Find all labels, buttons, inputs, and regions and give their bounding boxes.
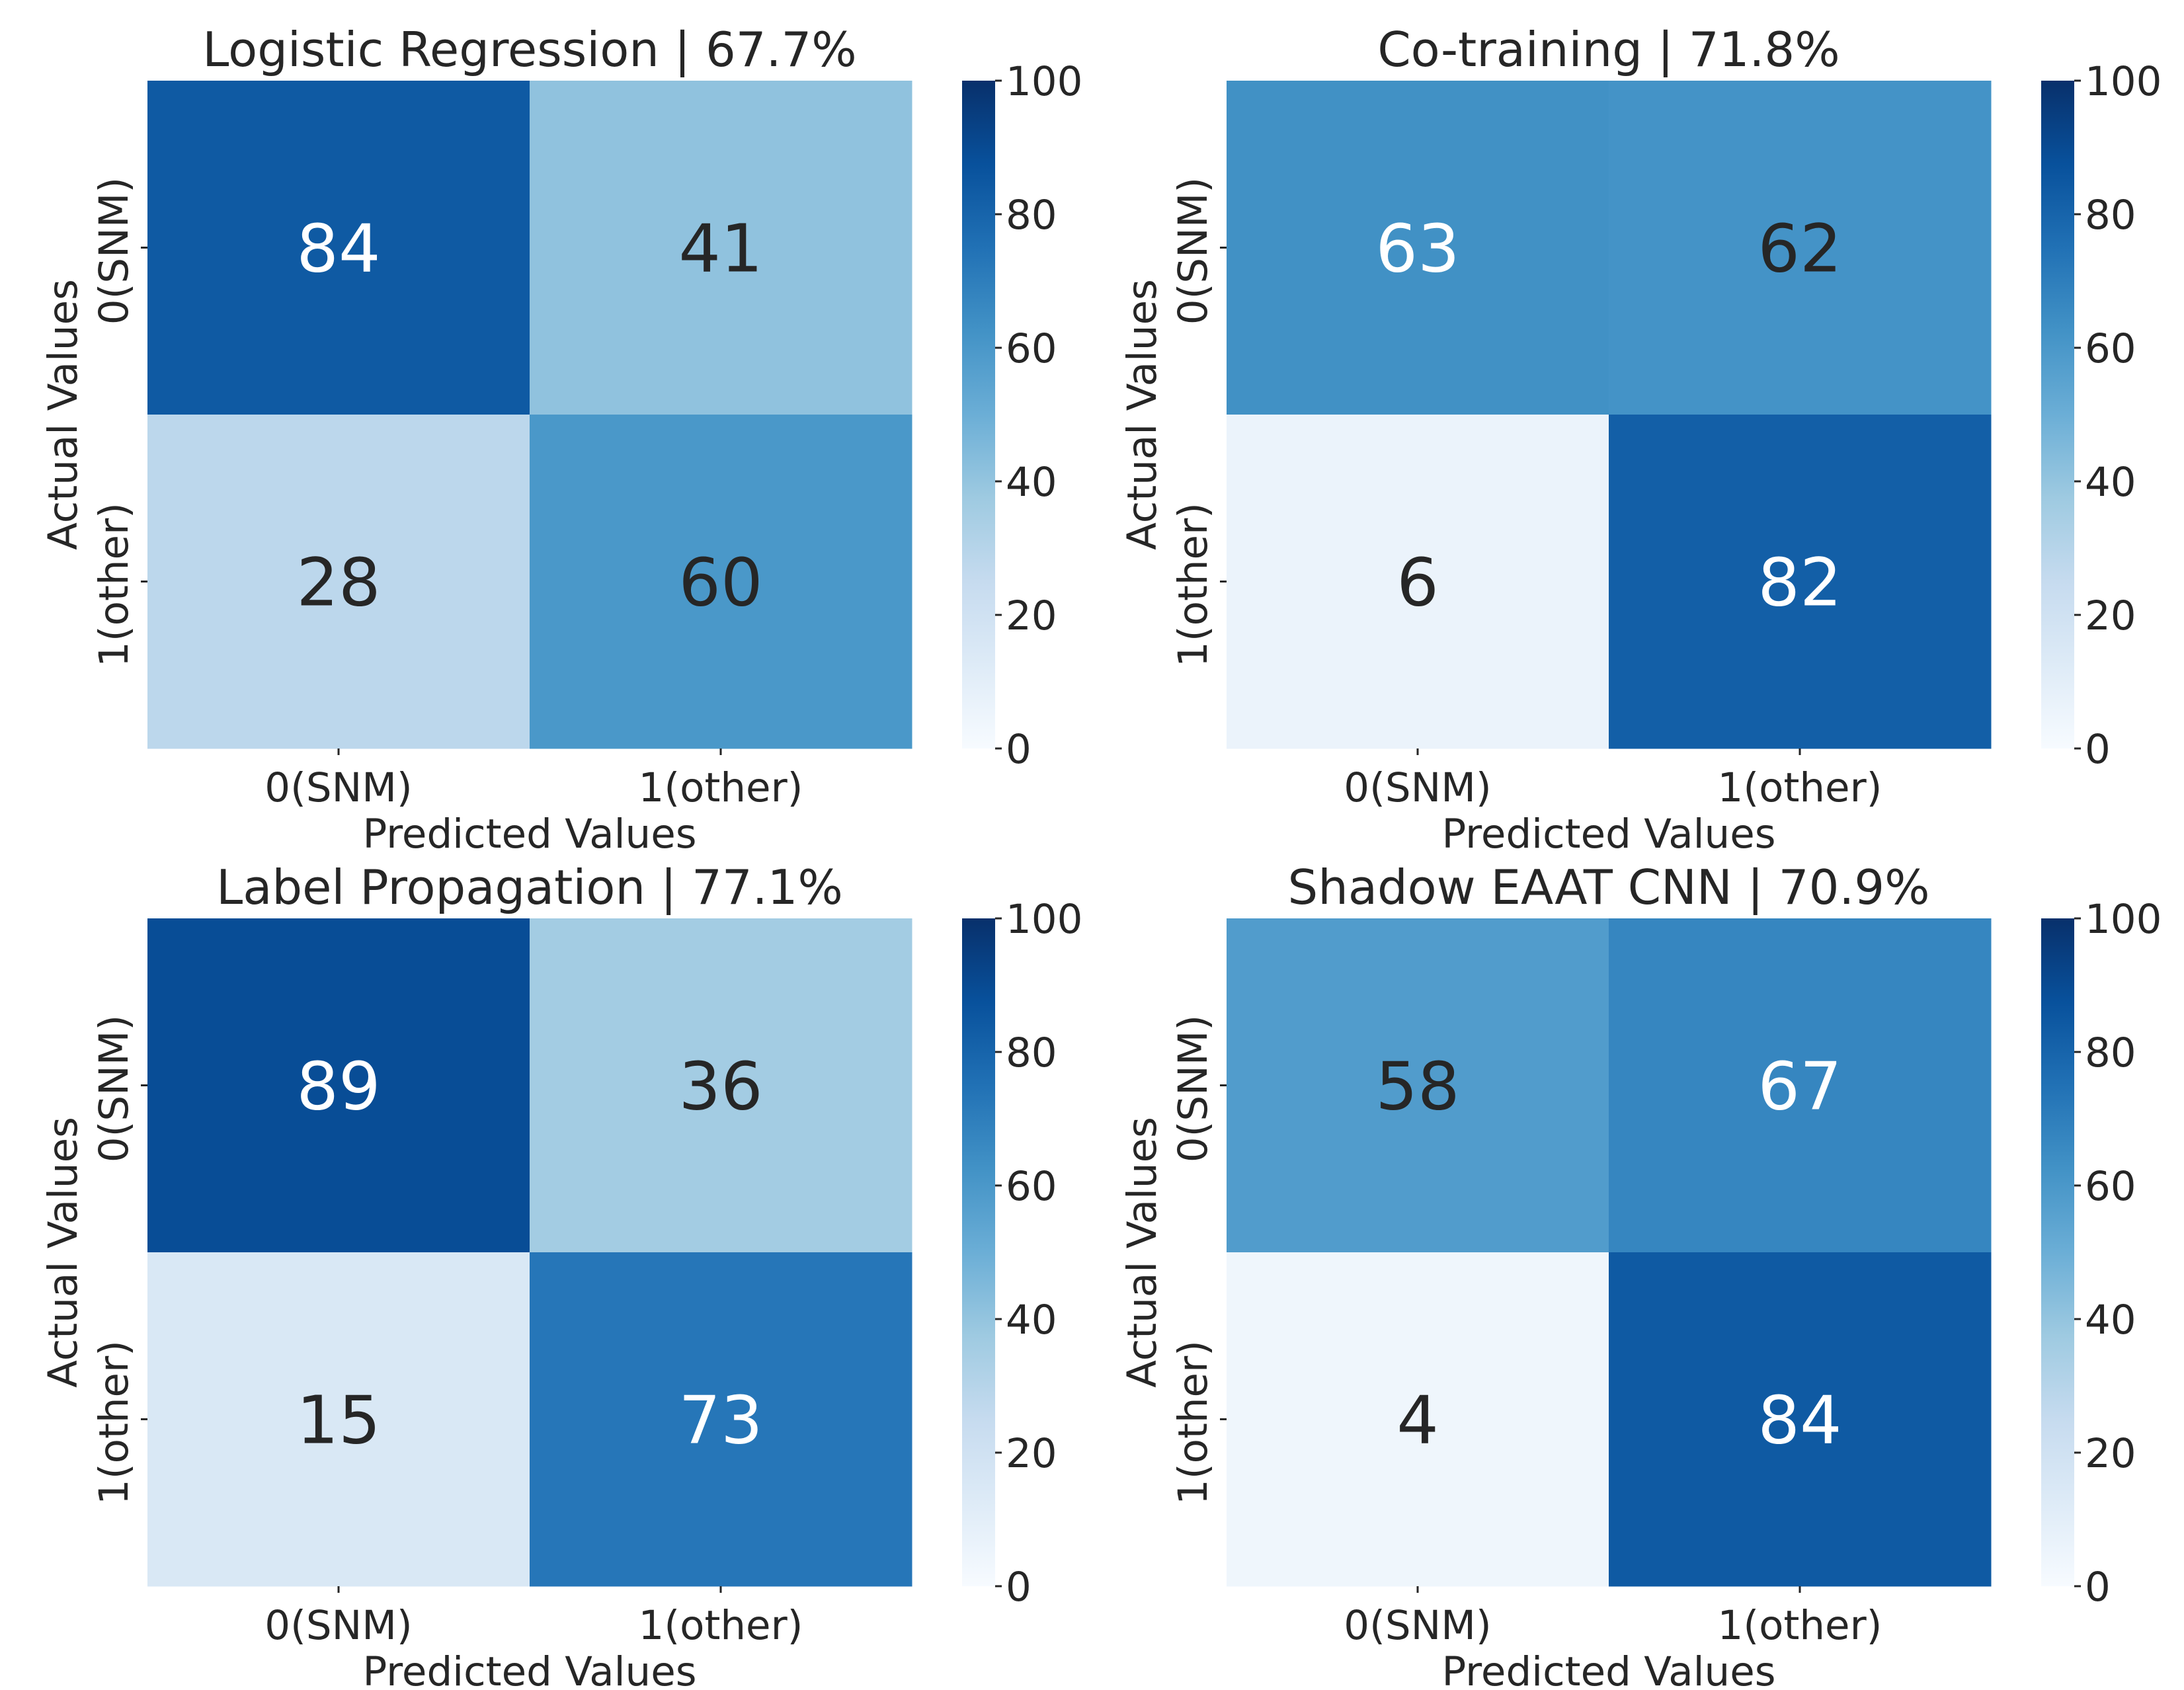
heatmap-cell (1609, 415, 1992, 749)
colorbar-tick-label: 80 (2085, 192, 2136, 239)
x-tick-label: 0(SNM) (1344, 764, 1491, 811)
colorbar-tick-label: 100 (1006, 58, 1082, 105)
heatmap-cell (1609, 1252, 1992, 1587)
y-tick-label: 0(SNM) (91, 177, 138, 325)
x-tick-label: 1(other) (639, 1602, 803, 1649)
colorbar-tick-label: 20 (2085, 1430, 2136, 1477)
x-axis-label: Predicted Values (362, 811, 696, 858)
colorbar-tick-label: 20 (2085, 592, 2136, 639)
heatmap-panel-1: Logistic Regression | 67.7% 84 41 28 60 0(SNM… (40, 22, 1082, 858)
colorbar-tick-label: 0 (2085, 1564, 2111, 1611)
colorbar-tick-label: 20 (1006, 592, 1057, 639)
heatmap-cell (530, 81, 912, 415)
colorbar-tick-label: 20 (1006, 1430, 1057, 1477)
cell-value-label: 67 (1758, 1048, 1841, 1125)
y-tick-label: 1(other) (91, 1340, 138, 1505)
heatmap-panel-4: Shadow EAAT CNN | 70.9% 58 67 4 84 0(SNM) 1(ot… (1119, 860, 2162, 1690)
colorbar-tick-label: 40 (2085, 459, 2136, 506)
cell-value-label: 62 (1758, 210, 1841, 288)
cell-value-label: 60 (678, 544, 762, 622)
x-tick-label: 1(other) (1718, 764, 1882, 811)
colorbar-tick-label: 40 (2085, 1297, 2136, 1344)
heatmap-panel-2: Co-training | 71.8% 63 62 6 82 0(SNM) 1(other)… (1119, 22, 2162, 858)
cell-value-label: 73 (678, 1382, 762, 1459)
y-tick-label: 1(other) (1170, 503, 1217, 667)
cell-value-label: 41 (678, 210, 762, 288)
colorbar-tick-label: 60 (2085, 1163, 2136, 1210)
colorbar (2041, 918, 2074, 1586)
heatmap-cell (1227, 415, 1609, 749)
x-tick-label: 0(SNM) (264, 764, 412, 811)
heatmap-cell (147, 1252, 530, 1587)
heatmap-cell (530, 918, 912, 1253)
heatmap-cell (147, 81, 530, 415)
cell-value-label: 28 (296, 544, 380, 622)
panel-title: Logistic Regression | 67.7% (202, 22, 856, 78)
y-axis-label: Actual Values (40, 279, 87, 550)
y-tick-label: 1(other) (1170, 1340, 1217, 1505)
colorbar (2041, 81, 2074, 748)
heatmap-cell (1227, 81, 1609, 415)
y-axis-label: Actual Values (40, 1117, 87, 1388)
colorbar (962, 81, 995, 748)
x-tick-label: 1(other) (639, 764, 803, 811)
heatmap-cell (1227, 918, 1609, 1253)
colorbar-tick-label: 80 (2085, 1029, 2136, 1076)
cell-value-label: 58 (1375, 1048, 1459, 1125)
y-axis-label: Actual Values (1119, 1117, 1166, 1388)
colorbar-tick-label: 40 (1006, 1297, 1057, 1344)
x-axis-label: Predicted Values (1441, 811, 1775, 858)
cell-value-label: 63 (1375, 210, 1459, 288)
cell-value-label: 15 (296, 1382, 380, 1459)
heatmap-panel-3: Label Propagation | 77.1% 89 36 15 73 0(SNM) 1… (40, 860, 1082, 1690)
colorbar-tick-label: 100 (2085, 58, 2162, 105)
heatmap-cell (147, 918, 530, 1253)
cell-value-label: 4 (1396, 1382, 1439, 1459)
colorbar-tick-label: 60 (1006, 325, 1057, 372)
y-axis-label: Actual Values (1119, 279, 1166, 550)
panel-title: Label Propagation | 77.1% (216, 860, 843, 916)
cell-value-label: 84 (296, 210, 380, 288)
y-tick-label: 0(SNM) (1170, 177, 1217, 325)
x-axis-label: Predicted Values (362, 1648, 696, 1690)
y-tick-label: 0(SNM) (1170, 1015, 1217, 1162)
cell-value-label: 82 (1758, 544, 1841, 622)
panel-title: Shadow EAAT CNN | 70.9% (1287, 860, 1929, 916)
cell-value-label: 89 (296, 1048, 380, 1125)
heatmap-cell (1609, 918, 1992, 1253)
heatmap-cell (1609, 81, 1992, 415)
heatmap-cell (530, 415, 912, 749)
x-tick-label: 0(SNM) (264, 1602, 412, 1649)
heatmap-cell (530, 1252, 912, 1587)
colorbar-tick-label: 100 (2085, 896, 2162, 943)
x-tick-label: 1(other) (1718, 1602, 1882, 1649)
colorbar-tick-label: 40 (1006, 459, 1057, 506)
x-axis-label: Predicted Values (1441, 1648, 1775, 1690)
panel-title: Co-training | 71.8% (1377, 22, 1840, 78)
cell-value-label: 6 (1396, 544, 1439, 622)
colorbar (962, 918, 995, 1586)
y-tick-label: 1(other) (91, 503, 138, 667)
colorbar-tick-label: 0 (1006, 726, 1031, 773)
colorbar-tick-label: 0 (1006, 1564, 1031, 1611)
colorbar-tick-label: 80 (1006, 1029, 1057, 1076)
colorbar-tick-label: 60 (2085, 325, 2136, 372)
heatmap-cell (147, 415, 530, 749)
y-tick-label: 0(SNM) (91, 1015, 138, 1162)
colorbar-tick-label: 100 (1006, 896, 1082, 943)
colorbar-tick-label: 60 (1006, 1163, 1057, 1210)
x-tick-label: 0(SNM) (1344, 1602, 1491, 1649)
colorbar-tick-label: 0 (2085, 726, 2111, 773)
cell-value-label: 84 (1758, 1382, 1841, 1459)
cell-value-label: 36 (678, 1048, 762, 1125)
colorbar-tick-label: 80 (1006, 192, 1057, 239)
heatmap-cell (1227, 1252, 1609, 1587)
